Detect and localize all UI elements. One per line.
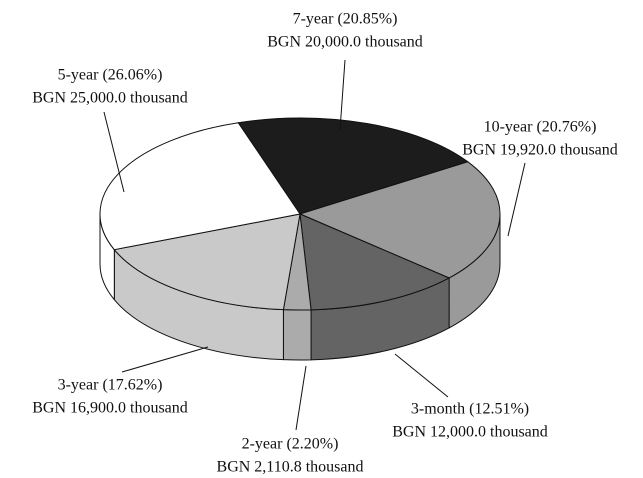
leader-line [339, 59, 346, 131]
slice-label: 3-year (17.62%) [58, 377, 163, 394]
slice-label: 3-month (12.51%) [411, 401, 529, 418]
amount-label: BGN 16,900.0 thousand [32, 400, 188, 417]
amount-label: BGN 20,000.0 thousand [267, 34, 423, 51]
slice [237, 117, 469, 215]
leader-line [394, 353, 449, 398]
leader-line [507, 162, 526, 237]
slice [299, 213, 450, 311]
amount-label: BGN 25,000.0 thousand [32, 90, 188, 107]
slice-label: 7-year (20.85%) [293, 11, 398, 28]
slice-label: 5-year (26.06%) [58, 67, 163, 84]
amount-label: BGN 2,110.8 thousand [217, 459, 364, 476]
slice-label: 10-year (20.76%) [484, 119, 597, 136]
leader-line [103, 111, 125, 193]
amount-label: BGN 19,920.0 thousand [462, 142, 618, 159]
leader-line [295, 365, 307, 431]
slice-side [282, 309, 312, 361]
leader-line [121, 346, 209, 373]
slice [113, 213, 301, 311]
amount-label: BGN 12,000.0 thousand [392, 424, 548, 441]
slice [299, 161, 501, 279]
slice-label: 2-year (2.20%) [242, 436, 339, 453]
